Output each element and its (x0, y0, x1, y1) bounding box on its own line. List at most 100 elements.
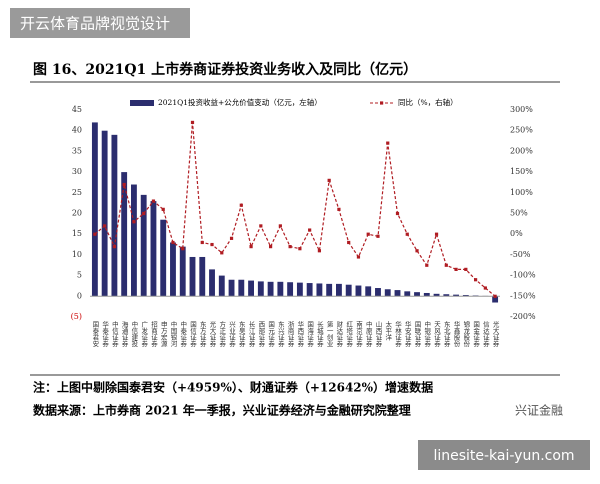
point (113, 245, 116, 248)
bar (287, 282, 293, 296)
bar (385, 289, 391, 296)
x-tick-label: 东北证券 (442, 320, 450, 349)
point (298, 247, 301, 250)
bar (190, 257, 196, 296)
point (103, 224, 106, 227)
x-tick-label: 华鑫股份 (452, 320, 460, 349)
x-tick-label: 南京证券 (354, 320, 362, 349)
x-tick-label: 华西证券 (296, 320, 304, 349)
chart-title: 图 16、2021Q1 上市券商证券投资业务收入及同比（亿元） (33, 61, 417, 78)
x-tick-label: 天风证券 (433, 321, 441, 349)
bar (102, 131, 108, 297)
point (132, 220, 135, 223)
bar (199, 257, 205, 296)
y2-tick-label: 200% (510, 146, 533, 155)
y2-tick-label: 50% (510, 209, 528, 218)
point (484, 286, 487, 289)
point (171, 241, 174, 244)
point (337, 208, 340, 211)
bar (180, 247, 186, 297)
point (220, 251, 223, 254)
x-tick-label: 中信证券 (110, 320, 118, 349)
bar (277, 282, 283, 296)
point (142, 212, 145, 215)
x-tick-label: 锦龙股份 (462, 320, 470, 349)
point (474, 278, 477, 281)
x-tick-label: 长城证券 (315, 320, 323, 349)
x-tick-label: 华安证券 (403, 320, 411, 349)
x-tick-label: 中泰证券 (179, 320, 187, 349)
x-tick-label: 国金证券 (472, 321, 480, 349)
point (93, 233, 96, 236)
point (308, 228, 311, 231)
point (152, 199, 155, 202)
x-tick-label: 广发证券 (140, 320, 148, 349)
x-tick-label: 国泰君安 (91, 321, 99, 349)
point (230, 237, 233, 240)
point (425, 264, 428, 267)
point (181, 247, 184, 250)
y2-tick-label: 100% (510, 188, 533, 197)
bar (365, 286, 371, 296)
bar (375, 288, 381, 296)
bar (316, 283, 322, 296)
bar (111, 135, 117, 296)
bar (356, 286, 362, 297)
x-tick-label: 兴业证券 (228, 320, 236, 349)
legend-label: 同比（%，右轴） (398, 97, 458, 107)
bar (238, 280, 244, 297)
x-tick-label: 信达证券 (481, 320, 489, 349)
bar (297, 283, 303, 297)
point (347, 241, 350, 244)
x-tick-label: 国联证券 (413, 321, 421, 349)
bar (307, 283, 313, 296)
x-tick-label: 中信建投 (130, 320, 138, 349)
x-tick-label: 光大证券 (491, 320, 499, 349)
y2-tick-label: -150% (510, 291, 536, 300)
y-tick-label: 10 (72, 250, 82, 259)
y2-tick-label: 250% (510, 126, 533, 135)
x-tick-label: 长江证券 (247, 320, 255, 349)
y-tick-label: 30 (72, 167, 82, 176)
x-tick-label: 第一创业 (325, 320, 333, 348)
point (191, 121, 194, 124)
y-tick-label: 20 (72, 209, 82, 218)
bar (404, 291, 410, 296)
y-tick-label: 5 (77, 271, 82, 280)
x-tick-label: 国信证券 (189, 321, 197, 349)
bar (219, 276, 225, 297)
legend-point (380, 101, 383, 104)
point (249, 245, 252, 248)
y2-tick-label: 300% (510, 105, 533, 114)
y-tick-label: 35 (72, 146, 82, 155)
y-tick-label: 25 (72, 188, 82, 197)
x-tick-label: 国海证券 (306, 321, 314, 349)
x-tick-label: 招商证券 (149, 320, 157, 349)
x-tick-label: 东吴证券 (237, 320, 245, 349)
bar (414, 292, 420, 296)
point (279, 224, 282, 227)
x-tick-label: 太平洋 (384, 320, 392, 342)
note: 注：上图中剔除国泰君安（+4959%）、财通证券（+12642%）增速数据 (33, 380, 433, 395)
x-tick-label: 华林证券 (394, 320, 402, 349)
site: linesite-kai-yun.com (433, 448, 574, 464)
point (415, 249, 418, 252)
y-tick-label: (5) (71, 312, 82, 321)
point (318, 249, 321, 252)
point (240, 204, 243, 207)
point (435, 233, 438, 236)
x-tick-label: 红塔证券 (345, 320, 353, 349)
source: 数据来源：上市券商 2021 年一季报，兴业证券经济与金融研究院整理 (33, 403, 411, 418)
bar (268, 282, 274, 296)
bar (141, 195, 147, 296)
x-tick-label: 西部证券 (257, 321, 265, 349)
y2-tick-label: 0% (510, 229, 523, 238)
x-tick-label: 方正证券 (218, 320, 226, 349)
bar (395, 290, 401, 296)
point (289, 245, 292, 248)
bar (209, 269, 215, 296)
point (396, 212, 399, 215)
bar (229, 280, 235, 297)
bar (336, 284, 342, 296)
